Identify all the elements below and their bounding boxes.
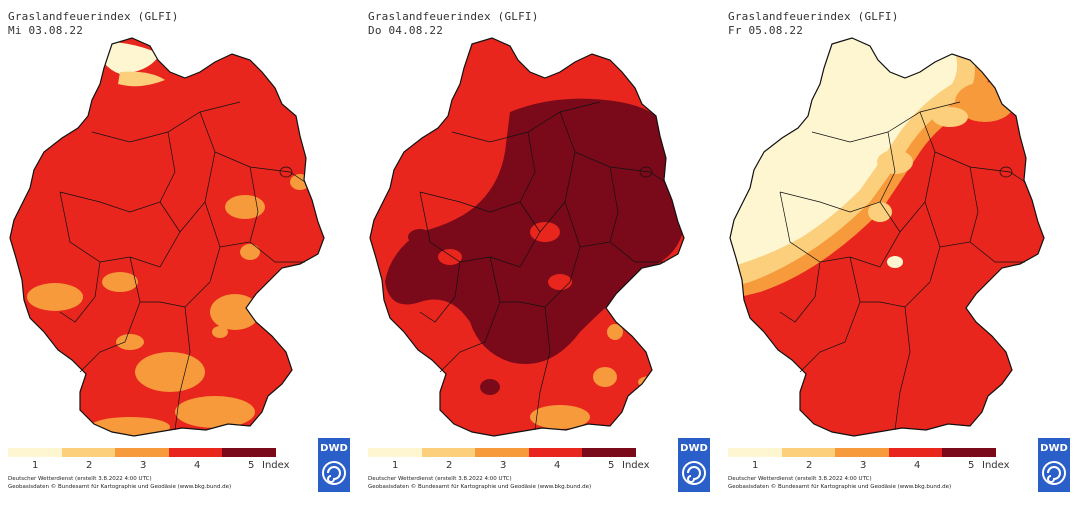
legend-label-2: 2 — [446, 460, 453, 471]
credits-line-1: Deutscher Wetterdienst (erstellt 3.8.202… — [368, 476, 512, 482]
credits: Deutscher Wetterdienst (erstellt 3.8.202… — [8, 475, 231, 491]
dwd-logo-swirl-icon: DWD — [678, 438, 710, 492]
legend-color-bar — [728, 448, 996, 457]
legend-label-2: 2 — [806, 460, 813, 471]
germany-map — [9, 37, 325, 437]
legend-label-1: 1 — [752, 460, 759, 471]
credits-line-2: Geobasisdaten © Bundesamt für Kartograph… — [8, 484, 232, 490]
legend-label-3: 3 — [860, 460, 867, 471]
legend-swatch-1 — [728, 448, 782, 457]
forecast-date: Fr 05.08.22 — [728, 24, 804, 37]
legend-label-5: 5 — [968, 460, 975, 471]
color-legend: 1 2 3 4 5 Index — [8, 448, 298, 478]
legend-swatch-5 — [222, 448, 276, 457]
legend-label-5: 5 — [608, 460, 615, 471]
legend-label-1: 1 — [32, 460, 39, 471]
legend-swatch-2 — [61, 448, 116, 457]
dwd-logo-text: DWD — [1040, 443, 1068, 454]
credits: Deutscher Wetterdienst (erstellt 3.8.202… — [368, 475, 591, 491]
germany-map — [729, 37, 1045, 437]
index-title: Graslandfeuerindex (GLFI) — [728, 10, 899, 23]
legend-swatch-3 — [115, 448, 169, 457]
map-title: Graslandfeuerindex (GLFI) Fr 05.08.22 — [728, 10, 899, 38]
color-legend: 1 2 3 4 5 Index — [728, 448, 1018, 478]
legend-swatch-4 — [528, 448, 583, 457]
legend-label-4: 4 — [194, 460, 201, 471]
legend-swatch-3 — [475, 448, 529, 457]
legend-unit: Index — [622, 460, 650, 471]
map-panel-2: Graslandfeuerindex (GLFI) Do 04.08.22 — [360, 0, 718, 506]
credits-line-1: Deutscher Wetterdienst (erstellt 3.8.202… — [8, 476, 152, 482]
index-title: Graslandfeuerindex (GLFI) — [8, 10, 179, 23]
legend-label-2: 2 — [86, 460, 93, 471]
legend-swatch-3 — [835, 448, 889, 457]
credits-line-2: Geobasisdaten © Bundesamt für Kartograph… — [728, 484, 952, 490]
legend-swatch-4 — [168, 448, 223, 457]
color-legend: 1 2 3 4 5 Index — [368, 448, 658, 478]
legend-unit: Index — [982, 460, 1010, 471]
legend-swatch-2 — [781, 448, 836, 457]
map-panel-1: Graslandfeuerindex (GLFI) Mi 03.08.22 — [0, 0, 358, 506]
legend-label-5: 5 — [248, 460, 255, 471]
map-title: Graslandfeuerindex (GLFI) Do 04.08.22 — [368, 10, 539, 38]
dwd-logo-swirl-icon: DWD — [1038, 438, 1070, 492]
legend-swatch-4 — [888, 448, 943, 457]
legend-swatch-5 — [582, 448, 636, 457]
credits-line-1: Deutscher Wetterdienst (erstellt 3.8.202… — [728, 476, 872, 482]
dwd-logo-text: DWD — [320, 443, 348, 454]
legend-label-1: 1 — [392, 460, 399, 471]
forecast-date: Mi 03.08.22 — [8, 24, 84, 37]
dwd-logo-text: DWD — [680, 443, 708, 454]
legend-swatch-5 — [942, 448, 996, 457]
legend-swatch-1 — [368, 448, 422, 457]
legend-swatch-2 — [421, 448, 476, 457]
map-title: Graslandfeuerindex (GLFI) Mi 03.08.22 — [8, 10, 179, 38]
dwd-logo-swirl-icon: DWD — [318, 438, 350, 492]
legend-color-bar — [368, 448, 636, 457]
legend-label-3: 3 — [500, 460, 507, 471]
credits-line-2: Geobasisdaten © Bundesamt für Kartograph… — [368, 484, 592, 490]
index-title: Graslandfeuerindex (GLFI) — [368, 10, 539, 23]
germany-map — [369, 37, 685, 437]
legend-label-3: 3 — [140, 460, 147, 471]
legend-unit: Index — [262, 460, 290, 471]
forecast-date: Do 04.08.22 — [368, 24, 444, 37]
map-panel-3: Graslandfeuerindex (GLFI) Fr 05.08.22 — [720, 0, 1078, 506]
credits: Deutscher Wetterdienst (erstellt 3.8.202… — [728, 475, 951, 491]
legend-label-4: 4 — [554, 460, 561, 471]
legend-label-4: 4 — [914, 460, 921, 471]
legend-swatch-1 — [8, 448, 62, 457]
legend-color-bar — [8, 448, 276, 457]
